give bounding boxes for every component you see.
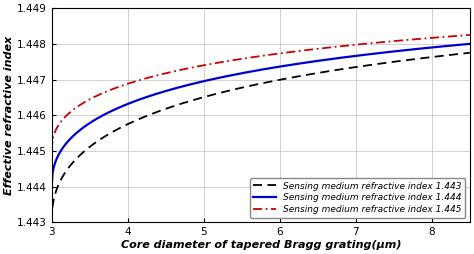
Sensing medium refractive index 1.443 <box>392 60 397 63</box>
Sensing medium refractive index 1.444 <box>247 70 253 73</box>
Sensing medium refractive index 1.445 <box>250 56 255 59</box>
Legend: Sensing medium refractive index 1.443, Sensing medium refractive index 1.444, Se: Sensing medium refractive index 1.443, S… <box>250 178 465 218</box>
Line: Sensing medium refractive index 1.443: Sensing medium refractive index 1.443 <box>52 53 470 222</box>
Sensing medium refractive index 1.443 <box>457 52 463 55</box>
Sensing medium refractive index 1.443 <box>49 221 55 224</box>
Sensing medium refractive index 1.445 <box>467 33 473 36</box>
Sensing medium refractive index 1.445 <box>298 49 303 52</box>
Sensing medium refractive index 1.444 <box>457 43 463 46</box>
Line: Sensing medium refractive index 1.444: Sensing medium refractive index 1.444 <box>52 44 470 186</box>
Sensing medium refractive index 1.444 <box>250 70 255 73</box>
X-axis label: Core diameter of tapered Bragg grating(μm): Core diameter of tapered Bragg grating(μ… <box>120 240 401 250</box>
Sensing medium refractive index 1.445 <box>275 52 281 55</box>
Sensing medium refractive index 1.445 <box>392 40 397 43</box>
Sensing medium refractive index 1.443 <box>298 74 303 77</box>
Sensing medium refractive index 1.444 <box>275 65 281 68</box>
Sensing medium refractive index 1.443 <box>275 78 281 82</box>
Sensing medium refractive index 1.443 <box>467 51 473 54</box>
Sensing medium refractive index 1.444 <box>392 50 397 53</box>
Sensing medium refractive index 1.444 <box>49 185 55 188</box>
Line: Sensing medium refractive index 1.445: Sensing medium refractive index 1.445 <box>52 35 470 151</box>
Sensing medium refractive index 1.445 <box>247 56 253 59</box>
Y-axis label: Effective refractive index: Effective refractive index <box>4 36 14 195</box>
Sensing medium refractive index 1.444 <box>298 62 303 65</box>
Sensing medium refractive index 1.445 <box>457 34 463 37</box>
Sensing medium refractive index 1.445 <box>49 149 55 152</box>
Sensing medium refractive index 1.443 <box>250 84 255 87</box>
Sensing medium refractive index 1.443 <box>247 84 253 87</box>
Sensing medium refractive index 1.444 <box>467 42 473 45</box>
